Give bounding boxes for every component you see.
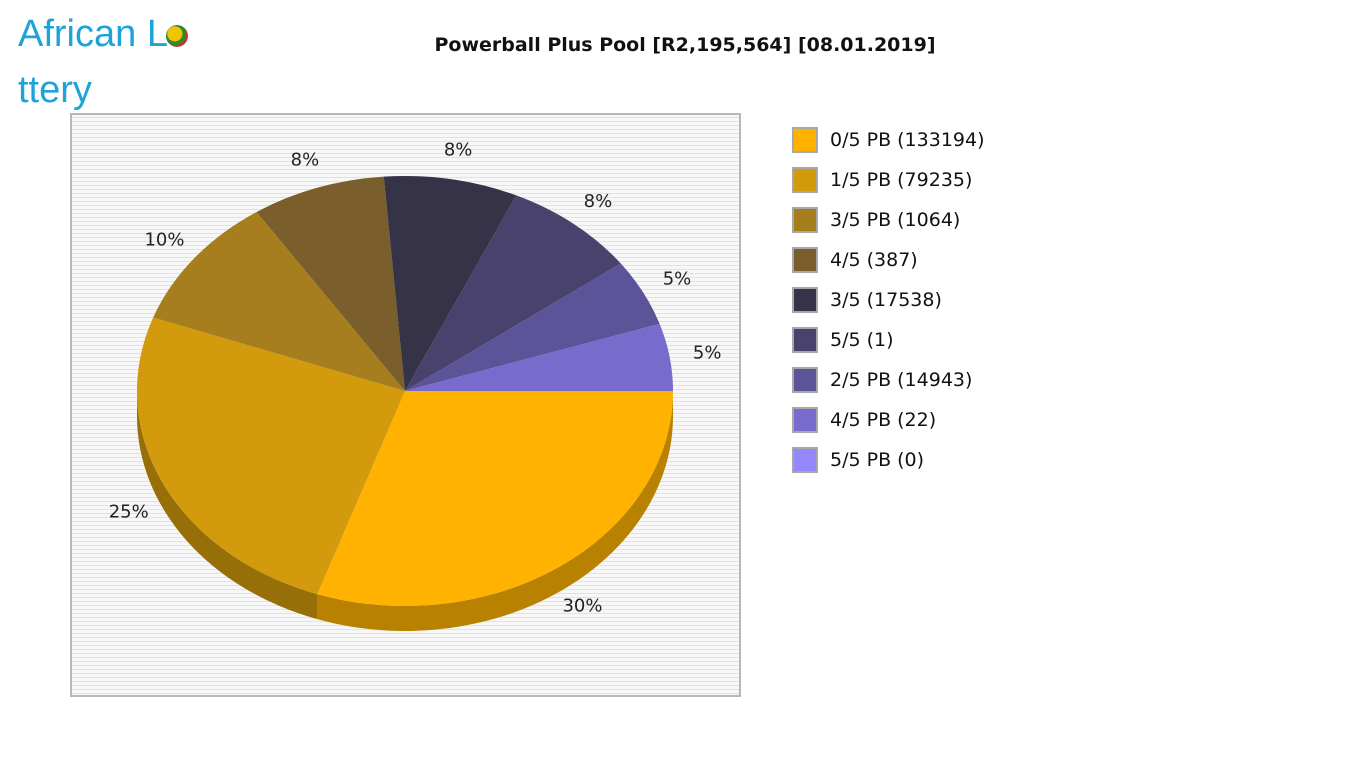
legend-swatch bbox=[792, 287, 818, 313]
legend-label: 2/5 PB (14943) bbox=[830, 369, 973, 391]
logo-text-after: ttery bbox=[18, 69, 92, 111]
pie-percent-label: 8% bbox=[444, 140, 473, 161]
pie-slice bbox=[153, 211, 405, 391]
legend-label: 3/5 PB (1064) bbox=[830, 209, 961, 231]
legend-label: 1/5 PB (79235) bbox=[830, 169, 973, 191]
legend-swatch bbox=[792, 407, 818, 433]
legend-swatch bbox=[792, 207, 818, 233]
legend-item: 1/5 PB (79235) bbox=[792, 160, 1192, 200]
pie-slice bbox=[136, 317, 405, 595]
legend-item: 4/5 PB (22) bbox=[792, 400, 1192, 440]
legend-label: 5/5 PB (0) bbox=[830, 449, 925, 471]
legend-swatch bbox=[792, 247, 818, 273]
legend-swatch bbox=[792, 327, 818, 353]
lottery-ball-icon bbox=[165, 24, 188, 47]
legend-label: 4/5 (387) bbox=[830, 249, 918, 271]
legend-swatch bbox=[792, 167, 818, 193]
pie-percent-label: 5% bbox=[663, 269, 692, 290]
logo-text-before: African L bbox=[18, 13, 168, 55]
pie-slice-side bbox=[317, 391, 673, 631]
pie-percent-label: 8% bbox=[291, 149, 320, 170]
african-lottery-logo[interactable]: African L ttery bbox=[18, 6, 258, 111]
pie-percent-label: 10% bbox=[144, 230, 184, 251]
pie-slice bbox=[256, 176, 405, 391]
pie-chart: 30% 25% 10% 8% 8% 8% 5% 5% bbox=[70, 113, 741, 697]
legend-item: 5/5 (1) bbox=[792, 320, 1192, 360]
legend-item: 4/5 (387) bbox=[792, 240, 1192, 280]
pie-percent-label: 8% bbox=[584, 191, 613, 212]
pie-percent-label: 30% bbox=[562, 596, 602, 617]
pie-slice bbox=[317, 391, 673, 606]
legend-item: 2/5 PB (14943) bbox=[792, 360, 1192, 400]
chart-legend: 0/5 PB (133194) 1/5 PB (79235) 3/5 PB (106… bbox=[792, 120, 1192, 480]
pie-slice bbox=[383, 176, 517, 391]
legend-swatch bbox=[792, 367, 818, 393]
legend-item: 5/5 PB (0) bbox=[792, 440, 1192, 480]
pie-slice bbox=[405, 323, 673, 391]
pie-percent-label: 5% bbox=[693, 342, 722, 363]
legend-label: 4/5 PB (22) bbox=[830, 409, 937, 431]
legend-label: 0/5 PB (133194) bbox=[830, 129, 985, 151]
legend-swatch bbox=[792, 127, 818, 153]
pie-slice bbox=[405, 195, 621, 391]
legend-label: 5/5 (1) bbox=[830, 329, 894, 351]
legend-swatch bbox=[792, 447, 818, 473]
chart-title: Powerball Plus Pool [R2,195,564] [08.01.… bbox=[434, 34, 936, 56]
pie-slice bbox=[405, 263, 660, 391]
legend-label: 3/5 (17538) bbox=[830, 289, 942, 311]
legend-item: 3/5 (17538) bbox=[792, 280, 1192, 320]
pie-percent-label: 25% bbox=[109, 501, 149, 522]
pie-slice-side bbox=[137, 391, 318, 620]
legend-item: 0/5 PB (133194) bbox=[792, 120, 1192, 160]
legend-item: 3/5 PB (1064) bbox=[792, 200, 1192, 240]
